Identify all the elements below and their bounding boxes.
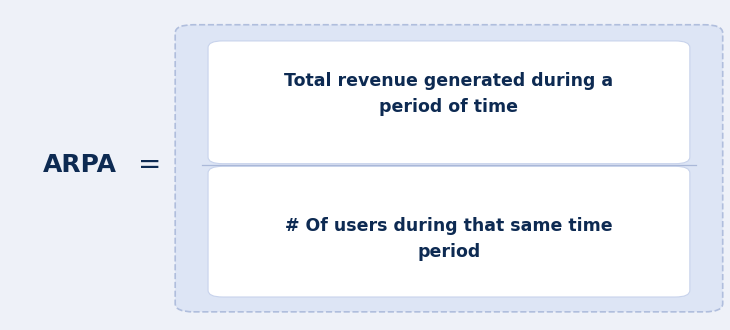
Text: =: = xyxy=(138,151,161,179)
Text: # Of users during that same time
period: # Of users during that same time period xyxy=(285,217,612,261)
FancyBboxPatch shape xyxy=(208,41,690,164)
FancyBboxPatch shape xyxy=(175,25,723,312)
Text: Total revenue generated during a
period of time: Total revenue generated during a period … xyxy=(285,72,613,116)
Text: ARPA: ARPA xyxy=(43,153,118,177)
FancyBboxPatch shape xyxy=(208,166,690,297)
